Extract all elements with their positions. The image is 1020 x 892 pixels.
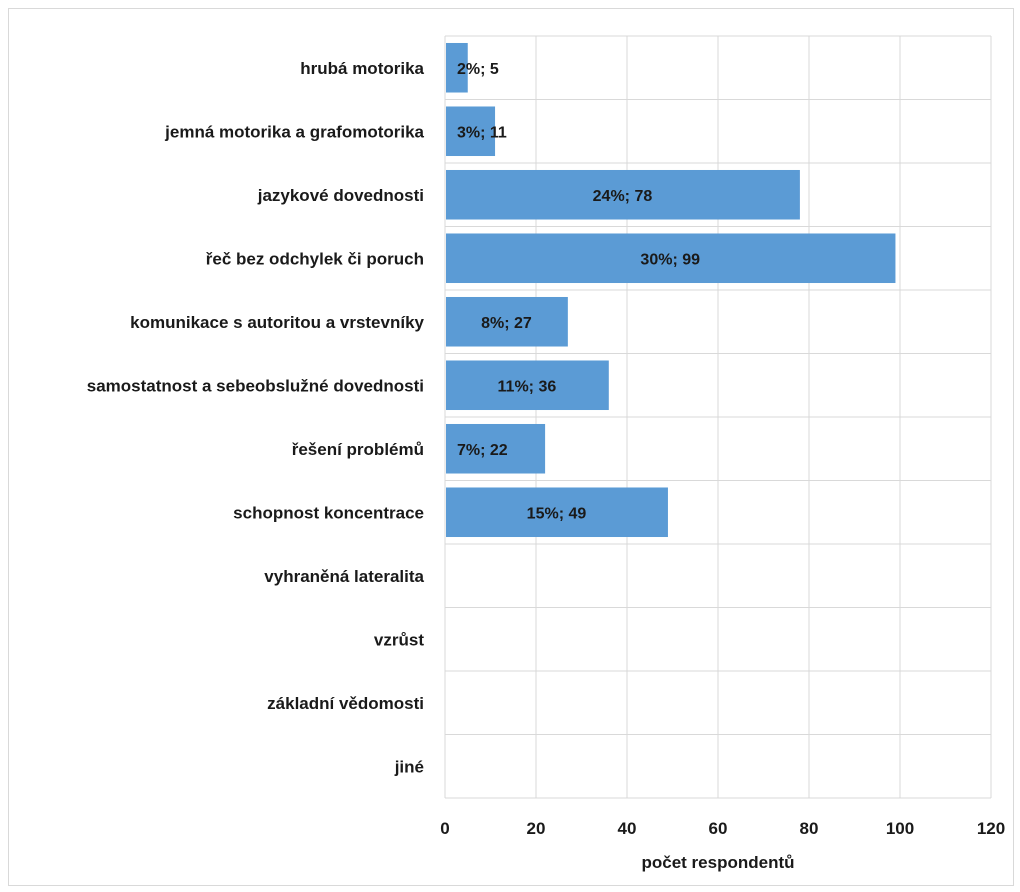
bar — [446, 487, 668, 538]
bar — [446, 233, 896, 284]
data-label: 2%; 5 — [457, 61, 499, 78]
category-label: vyhraněná lateralita — [264, 567, 424, 586]
data-label: 15%; 49 — [527, 505, 587, 522]
category-label: základní vědomosti — [267, 694, 424, 713]
bar — [446, 360, 609, 411]
category-label: řešení problémů — [292, 440, 424, 459]
x-tick-label: 120 — [977, 819, 1005, 838]
data-label: 30%; 99 — [640, 251, 700, 268]
bar — [446, 106, 496, 157]
category-label: schopnost koncentrace — [233, 503, 424, 522]
category-label: řeč bez odchylek či poruch — [206, 249, 424, 268]
category-label: samostatnost a sebeobslužné dovednosti — [87, 376, 424, 395]
category-label: hrubá motorika — [300, 59, 424, 78]
x-tick-labels: 0 20 40 60 80 100 120 — [440, 819, 1005, 838]
x-tick-label: 80 — [800, 819, 819, 838]
bar — [446, 42, 468, 93]
bar — [446, 296, 568, 347]
data-label: 11%; 36 — [498, 378, 557, 395]
bar — [446, 423, 546, 474]
bars — [446, 42, 896, 538]
data-label: 3%; 11 — [457, 124, 507, 141]
data-label: 24%; 78 — [593, 188, 653, 205]
category-label: vzrůst — [374, 630, 424, 649]
data-label: 7%; 22 — [457, 442, 508, 459]
x-tick-label: 0 — [440, 819, 449, 838]
data-labels: 2%; 5 3%; 11 24%; 78 30%; 99 8%; 27 11%; 36 7%… — [457, 61, 700, 523]
category-label: jemná motorika a grafomotorika — [164, 122, 424, 141]
x-tick-label: 60 — [709, 819, 728, 838]
data-label: 8%; 27 — [481, 315, 532, 332]
x-tick-label: 20 — [527, 819, 546, 838]
bar — [446, 169, 800, 220]
category-label: jazykové dovednosti — [257, 186, 424, 205]
x-axis-title: počet respondentů — [641, 853, 794, 872]
x-tick-label: 40 — [618, 819, 637, 838]
x-tick-label: 100 — [886, 819, 914, 838]
category-label: komunikace s autoritou a vrstevníky — [130, 313, 424, 332]
category-label: jiné — [394, 757, 424, 776]
gridlines — [444, 35, 992, 799]
category-labels: hrubá motorika jemná motorika a grafomoto… — [87, 59, 425, 777]
